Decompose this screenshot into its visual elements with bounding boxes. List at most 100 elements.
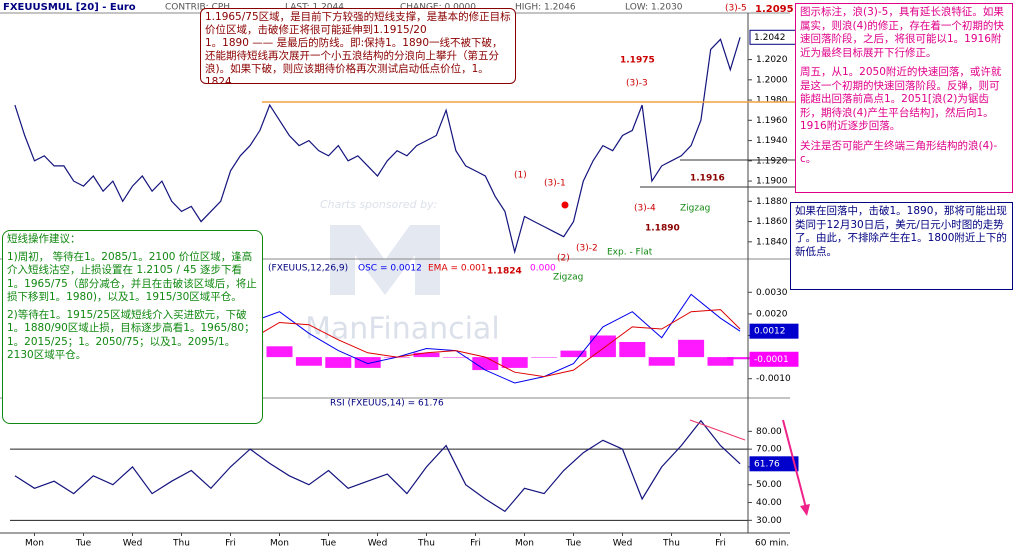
note-text: 短线操作建议：	[7, 233, 81, 245]
panel-title: (FXEUUS,12,26,9)	[268, 264, 348, 274]
x-tick-label: Thu	[172, 539, 190, 549]
y-tick-label: 0.0020	[756, 309, 788, 319]
x-tick-label: Wed	[123, 539, 143, 549]
x-tick-label: Fri	[225, 539, 236, 549]
wave-label: (1)	[514, 171, 527, 181]
histogram-bar	[413, 352, 440, 358]
y-tick-label: 1.1940	[756, 136, 788, 146]
histogram-bar	[727, 357, 754, 360]
histogram-bar	[266, 346, 293, 358]
panel-title: RSI (FXEUUS,14) = 61.76	[330, 399, 444, 409]
histogram-bar	[501, 357, 528, 368]
y-tick-label: 1.1980	[756, 96, 788, 106]
x-tick-label: Fri	[470, 539, 481, 549]
wave-label: 1.1916	[690, 174, 725, 184]
x-tick-label: Fri	[715, 539, 726, 549]
y-tick-label: 1.1960	[756, 116, 788, 126]
x-tick-label: Wed	[613, 539, 633, 549]
wave-label: (2)	[557, 254, 570, 264]
y-tick-label: 1.1840	[756, 237, 788, 247]
note-text: 2)等待在1。1915/25区域短线介入买进欧元，下破1。1880/90区域止损…	[7, 308, 255, 362]
wave-label: (3)-5	[725, 4, 747, 14]
plot-layer: 1.1840 1.1860 1.1880 1.1900 1.1920 1.1940 1.19…	[1, 29, 799, 549]
arrow-head	[800, 504, 810, 516]
legend-entry: OSC = 0.0012	[358, 264, 422, 274]
x-tick-label: Wed	[368, 539, 388, 549]
histogram-bar	[442, 357, 469, 358]
y-tick-label: 1.1860	[756, 217, 788, 227]
wave-label: (3)-3	[626, 79, 648, 89]
note-box: 1.1965/75区域，是目前下方较强的短线支撑，是基本的修正目标价位区域，击破…	[200, 8, 516, 84]
wave-label: (3)-1	[544, 179, 566, 189]
x-tick-label: Thu	[417, 539, 435, 549]
value-box-label: 1.2042	[754, 33, 786, 43]
x-tick-label: Tue	[320, 539, 337, 549]
y-tick-label: 80.00	[756, 427, 782, 437]
value-box-label: 61.76	[754, 459, 780, 469]
y-tick-label: 0.0030	[756, 288, 788, 298]
y-tick-label: 50.00	[756, 480, 782, 490]
trend-line	[689, 419, 746, 441]
histogram-bar	[619, 341, 646, 358]
y-tick-label: 1.1900	[756, 177, 788, 187]
x-tick-label: Mon	[515, 539, 534, 549]
y-tick-label: 30.00	[756, 516, 782, 526]
header-field: LOW: 1.2030	[625, 3, 683, 13]
note-text: 关注是否可能产生终端三角形结构的浪(4)-c。	[800, 139, 998, 166]
chart-title: FXEUUSMUL [20] - Euro	[3, 2, 136, 13]
histogram-bar	[531, 357, 558, 358]
note-box: 图示标注，浪(3)-5，具有延长浪特征。如果属实，则浪(4)的修正，存在着一个初…	[795, 3, 1013, 193]
value-box	[749, 351, 799, 367]
watermark: Charts sponsored by: ManFinancial	[305, 198, 500, 347]
y-tick-label: 1.1920	[756, 156, 788, 166]
watermark-sponsor: Charts sponsored by:	[320, 198, 437, 211]
x-tick-label: Mon	[25, 539, 44, 549]
histogram-bar	[354, 357, 381, 368]
note-text: 1。1890 —— 是最后的防线。即:保持1。1890一线不被下破，还能期待短线…	[205, 37, 503, 84]
value-box-label: 0.0012	[754, 327, 786, 337]
histogram-bar	[295, 357, 322, 366]
header-field: CHANGE: 0.0000	[400, 3, 476, 13]
y-tick-label: 1.1880	[756, 197, 788, 207]
wave-label: (3)-4	[634, 204, 656, 214]
histogram-bar	[678, 339, 705, 358]
target-label: 1.2095 ?	[755, 4, 803, 15]
x-tick-label: Mon	[270, 539, 289, 549]
data-line	[14, 419, 741, 513]
data-line	[14, 37, 741, 255]
y-tick-label: 1.2000	[756, 75, 788, 85]
arrow	[782, 419, 807, 509]
value-box	[749, 323, 799, 339]
histogram-bar	[589, 335, 616, 358]
header-field: HIGH: 1.2046	[515, 3, 576, 13]
wave-label: Zigzag	[680, 204, 710, 214]
wave-label: 1.1975	[620, 56, 655, 66]
value-box	[749, 456, 799, 472]
note-text: 图示标注，浪(3)-5，具有延长浪特征。如果属实，则浪(4)的修正，存在着一个初…	[800, 6, 1004, 59]
note-text: 如果在回落中，击破1。1890，那将可能出现类同于12月30日后，美元/日元小时…	[795, 205, 1007, 258]
x-tick-label: Thu	[662, 539, 680, 549]
header-field: LAST: 1.2044	[285, 3, 344, 13]
note-text: 周五，从1。2050附近的快速回落，或许就是这一个初期的快速回落阶段。反弹，则可…	[800, 66, 1002, 132]
histogram-bar	[560, 350, 587, 358]
wave-label: 1.1890	[645, 224, 680, 234]
note-box: 短线操作建议： 1)周初， 等待在1。2085/1。2100 价位区域，逢高介入…	[2, 230, 263, 424]
histogram-bar	[707, 357, 734, 366]
header-field: CONTRIB: CPH	[165, 3, 230, 13]
note-box: 如果在回落中，击破1。1890，那将可能出现类同于12月30日后，美元/日元小时…	[790, 202, 1013, 290]
x-tick-label: Tue	[565, 539, 582, 549]
histogram-bar	[325, 357, 352, 368]
wave-label: Zigzag	[553, 273, 583, 283]
x-axis-label: 60 min.	[755, 539, 789, 549]
y-tick-label: 70.00	[756, 445, 782, 455]
value-box-label: -0.0001	[754, 355, 789, 365]
marker-dot	[561, 201, 569, 209]
legend-entry: EMA = 0.001	[428, 264, 487, 274]
watermark-logo	[330, 225, 440, 295]
wave-label: Exp. - Flat	[607, 248, 653, 258]
watermark-brand: ManFinancial	[305, 312, 500, 347]
histogram-bar	[648, 357, 675, 366]
x-tick-label: Tue	[75, 539, 92, 549]
note-text: 1.1965/75区域，是目前下方较强的短线支撑，是基本的修正目标价位区域，击破…	[205, 11, 511, 36]
